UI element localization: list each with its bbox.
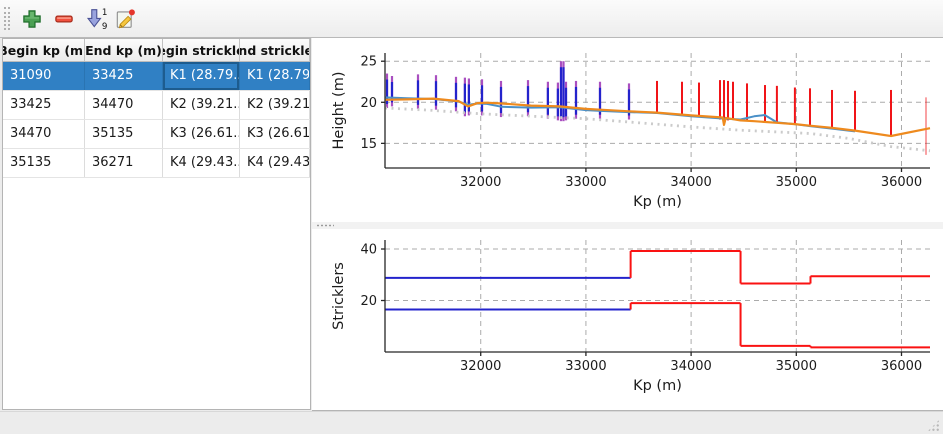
splitter-handle-icon [316,224,334,227]
svg-text:25: 25 [360,55,377,70]
toolbar: 1 9 [0,0,943,38]
svg-text:9: 9 [102,22,108,31]
resize-grip-icon[interactable] [927,419,940,432]
header-end-strickler[interactable]: End strickler [240,39,310,61]
edit-button[interactable] [110,4,140,34]
svg-text:Kp (m): Kp (m) [633,378,682,394]
table-cell[interactable]: K2 (39.21... [240,91,310,119]
edit-icon [112,8,138,30]
chart-splitter[interactable] [312,222,943,229]
stricklers-table: Begin kp (m) End kp (m) egin strickle En… [2,38,311,410]
svg-text:Stricklers: Stricklers [331,262,347,330]
svg-text:32000: 32000 [460,175,501,190]
charts-panel: 32000 33000 34000 35000 36000 15 20 25 Kp (m) Hei… [312,38,943,411]
header-end-kp[interactable]: End kp (m) [85,39,163,61]
toolbar-drag-handle[interactable] [4,7,10,30]
bed-line-orange [384,97,931,138]
minus-icon [51,8,77,30]
table-cell[interactable]: 35135 [3,149,85,177]
svg-text:33000: 33000 [565,175,606,190]
plus-icon [19,8,45,30]
table-cell[interactable]: 36271 [85,149,163,177]
svg-text:35000: 35000 [776,175,817,190]
sort-numeric-icon: 1 9 [84,7,110,31]
table-cell[interactable]: 33425 [3,91,85,119]
table-cell[interactable]: 35135 [85,120,163,148]
svg-text:20: 20 [360,96,377,111]
table-header: Begin kp (m) End kp (m) egin strickle En… [3,39,310,62]
table-cell[interactable]: K4 (29.43... [240,149,310,177]
remove-row-button[interactable] [49,4,79,34]
table-cell[interactable]: K1 (28.79... [240,62,310,90]
svg-text:34000: 34000 [670,359,711,374]
sort-button[interactable]: 1 9 [82,4,112,34]
table-cell[interactable]: K1 (28.79... [163,62,240,90]
svg-text:36000: 36000 [881,359,922,374]
svg-text:Kp (m): Kp (m) [633,194,682,210]
table-cell[interactable]: 31090 [3,62,85,90]
svg-text:20: 20 [360,294,377,309]
svg-text:1: 1 [102,8,108,18]
charts-canvas: 32000 33000 34000 35000 36000 15 20 25 Kp (m) Hei… [331,53,931,394]
svg-text:34000: 34000 [670,175,711,190]
svg-text:32000: 32000 [460,359,501,374]
status-bar [0,411,943,434]
table-cell[interactable]: 34470 [3,120,85,148]
svg-text:Height (m): Height (m) [331,72,347,150]
table-cell[interactable]: K2 (39.21... [163,91,240,119]
table-cell[interactable]: K3 (26.61... [163,120,240,148]
header-begin-strickler[interactable]: egin strickle [163,39,240,61]
svg-text:15: 15 [360,137,377,152]
svg-text:35000: 35000 [776,359,817,374]
svg-text:40: 40 [360,243,377,258]
table-cell[interactable]: 34470 [85,91,163,119]
svg-text:33000: 33000 [565,359,606,374]
table-cell[interactable]: 33425 [85,62,163,90]
svg-text:36000: 36000 [881,175,922,190]
header-begin-kp[interactable]: Begin kp (m) [3,39,85,61]
table-cell[interactable]: K3 (26.61... [240,120,310,148]
table-cell[interactable]: K4 (29.43... [163,149,240,177]
add-row-button[interactable] [17,4,47,34]
